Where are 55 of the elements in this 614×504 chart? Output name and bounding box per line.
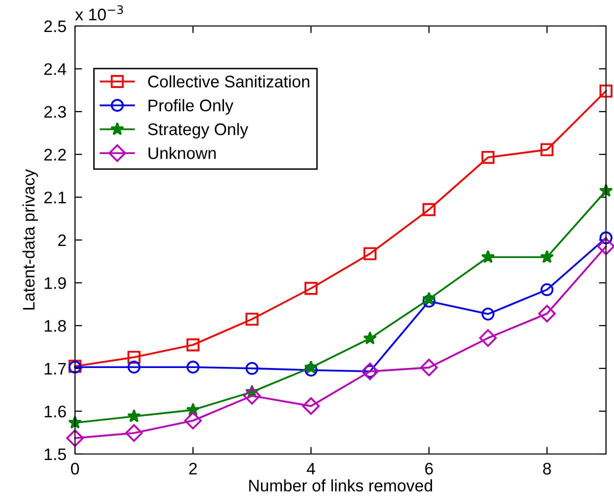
point [364,247,376,260]
x-tick-label: 2 [189,462,197,474]
legend-label: Collective Sanitization [148,75,310,88]
point [127,409,141,422]
y-tick-label: 2.3 [44,106,66,118]
point [304,360,318,374]
x-axis-title: Number of links removed [249,479,432,492]
point [482,150,494,164]
point [482,308,494,321]
y-tick-label: 2.1 [44,192,66,204]
point [540,250,554,264]
point [481,250,495,264]
point [422,294,436,308]
point [597,238,614,256]
x-tick-label: 4 [306,462,316,474]
point [600,84,612,98]
point [246,312,258,326]
point [479,329,497,347]
point [422,292,436,306]
point [422,203,436,216]
x-tick-label: 0 [71,462,79,475]
y-tick-label: 2.4 [44,63,66,75]
legend-label: Unknown [148,146,216,160]
point [186,338,200,352]
x-tick-label: 8 [543,462,551,475]
y-tick-label: 1.6 [44,406,66,418]
y-tick-label: 1.7 [44,362,66,374]
point [538,304,556,322]
y-tick-label: 2 [58,234,66,246]
y-tick-label: 1.8 [44,320,66,332]
legend-label: Strategy Only [148,122,248,139]
point [540,143,554,156]
point [128,350,140,364]
y-axis-title: Latent-data privacy [22,169,38,310]
point [600,231,612,244]
point [302,397,320,415]
text: x 10$^{−3}$ [75,5,123,20]
y-tick-label: 2.2 [44,148,66,160]
point [420,358,438,376]
point [66,429,84,447]
y-tick-label: 1.5 [44,448,66,460]
point [304,282,318,295]
point [128,360,140,374]
point [125,424,143,442]
x-tick-label: 6 [425,462,433,475]
legend-label: Profile Only [148,99,234,115]
y-tick-label: 2.5 [44,20,66,32]
y-tick-label: 1.9 [44,277,66,290]
point [540,283,554,296]
point [243,387,261,405]
point [246,362,258,375]
point [186,360,200,374]
point [363,331,377,344]
point [184,412,202,430]
point [304,364,318,377]
